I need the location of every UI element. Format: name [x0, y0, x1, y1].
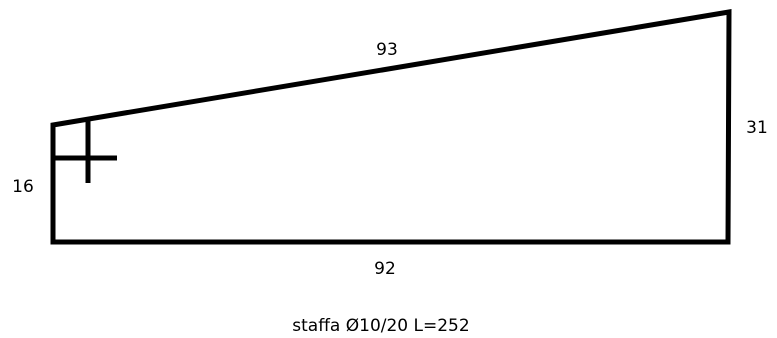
dimension-label-left: 16: [12, 177, 34, 197]
dimension-label-top: 93: [376, 40, 398, 60]
stirrup-caption: staffa Ø10/20 L=252: [292, 316, 469, 336]
stirrup-outline: [50, 9, 732, 245]
dimension-label-right: 31: [746, 118, 768, 138]
dimension-label-bottom: 92: [374, 259, 396, 279]
